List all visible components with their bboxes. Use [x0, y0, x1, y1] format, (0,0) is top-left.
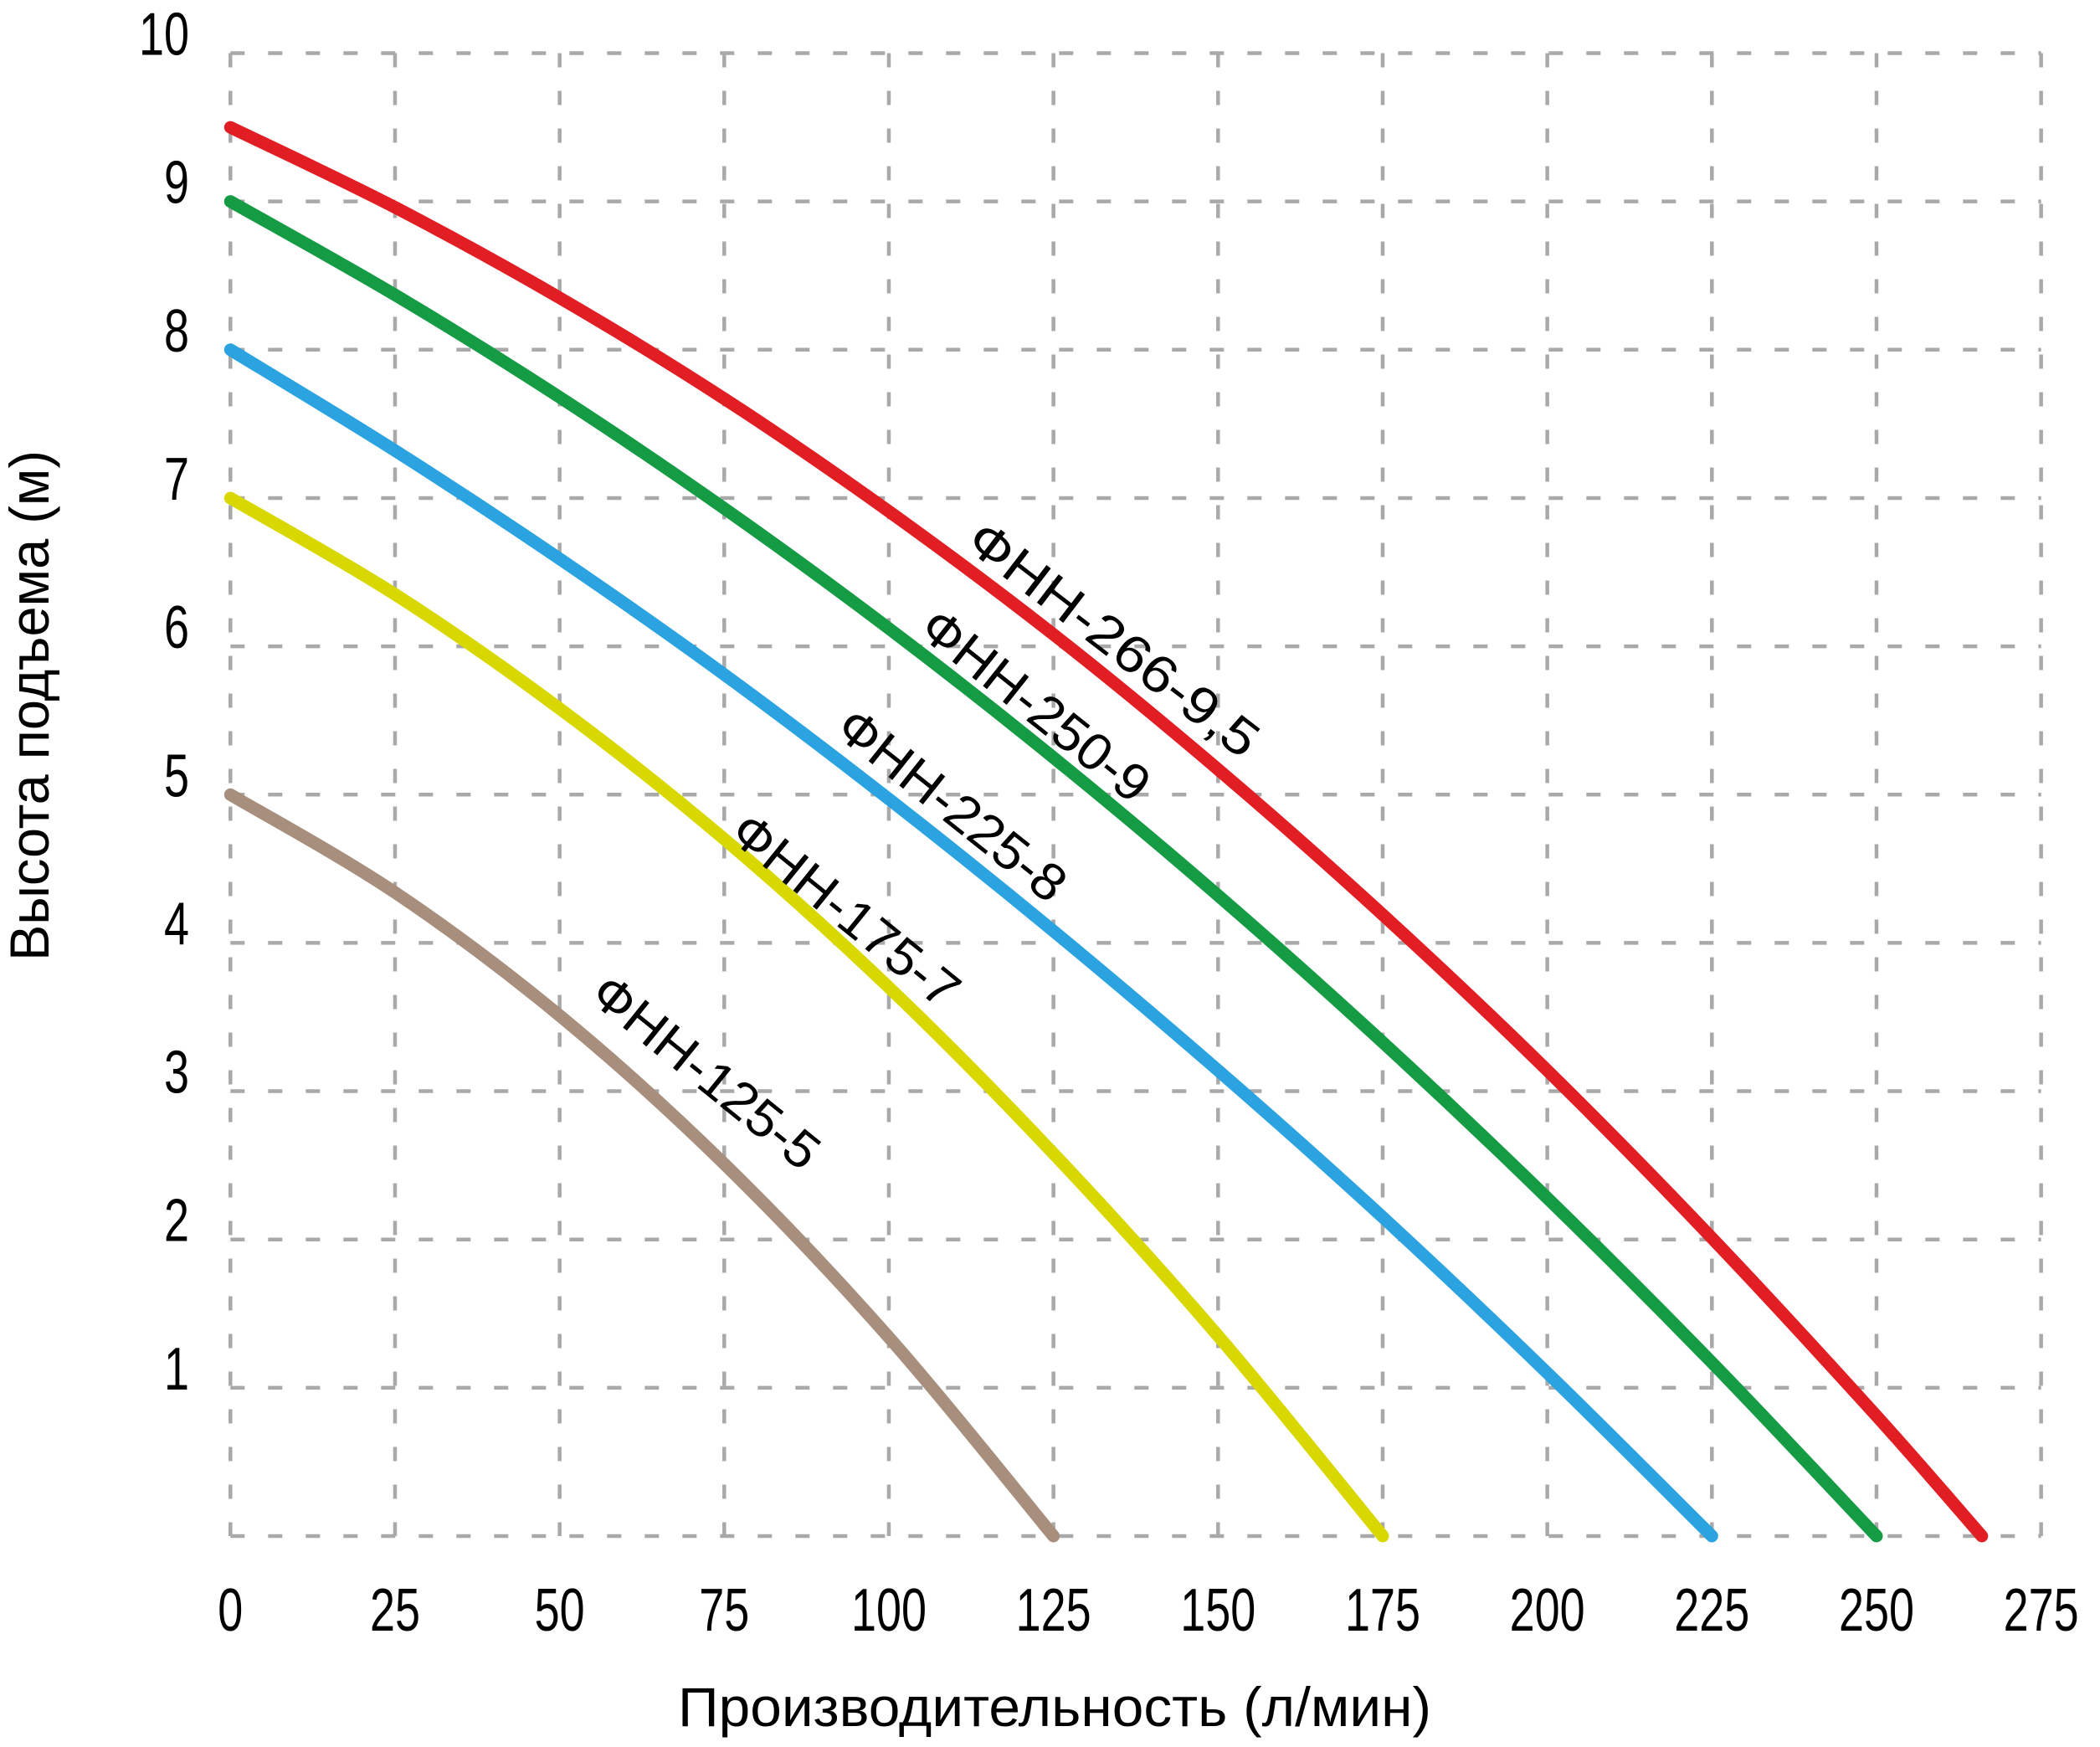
x-tick-label-50: 50	[535, 1577, 585, 1644]
y-tick-label-5: 5	[164, 742, 189, 809]
x-tick-label-150: 150	[1180, 1577, 1255, 1644]
curves-layer	[223, 121, 1989, 1543]
x-tick-label-75: 75	[699, 1577, 749, 1644]
y-axis-title: Высота подъема (м)	[0, 450, 60, 961]
x-tick-label-250: 250	[1839, 1577, 1914, 1644]
x-tick-label-25: 25	[370, 1577, 420, 1644]
x-tick-label-125: 125	[1016, 1577, 1091, 1644]
x-axis-tick-labels: 0 25 50 75 100 125 150 175 200 225 250 275	[218, 1577, 2078, 1644]
y-tick-label-1: 1	[164, 1336, 189, 1403]
x-tick-label-275: 275	[2004, 1577, 2079, 1644]
curve-фнн-125-5	[223, 788, 1060, 1543]
x-tick-label-200: 200	[1510, 1577, 1585, 1644]
x-tick-label-225: 225	[1674, 1577, 1749, 1644]
y-tick-label-6: 6	[164, 594, 189, 661]
x-tick-label-175: 175	[1345, 1577, 1420, 1644]
curve-фнн-250-9	[223, 195, 1883, 1543]
curve-фнн-266-9-5	[223, 121, 1989, 1543]
curve-фнн-175-7	[223, 491, 1389, 1543]
y-tick-label-4: 4	[164, 891, 189, 958]
y-tick-label-7: 7	[164, 446, 189, 513]
x-tick-label-100: 100	[851, 1577, 927, 1644]
y-tick-label-3: 3	[164, 1040, 189, 1107]
curve-фнн-225-8	[223, 343, 1718, 1543]
x-tick-label-0: 0	[218, 1577, 243, 1644]
grid-layer	[228, 51, 2043, 1539]
y-tick-label-8: 8	[164, 298, 189, 365]
y-tick-label-9: 9	[164, 150, 189, 217]
x-axis-title: Производительность (л/мин)	[678, 1676, 1431, 1738]
y-tick-label-2: 2	[164, 1188, 189, 1255]
y-axis-tick-labels: 1 2 3 4 5 6 7 8 9 10	[139, 2, 189, 1403]
y-tick-label-10: 10	[139, 2, 189, 69]
